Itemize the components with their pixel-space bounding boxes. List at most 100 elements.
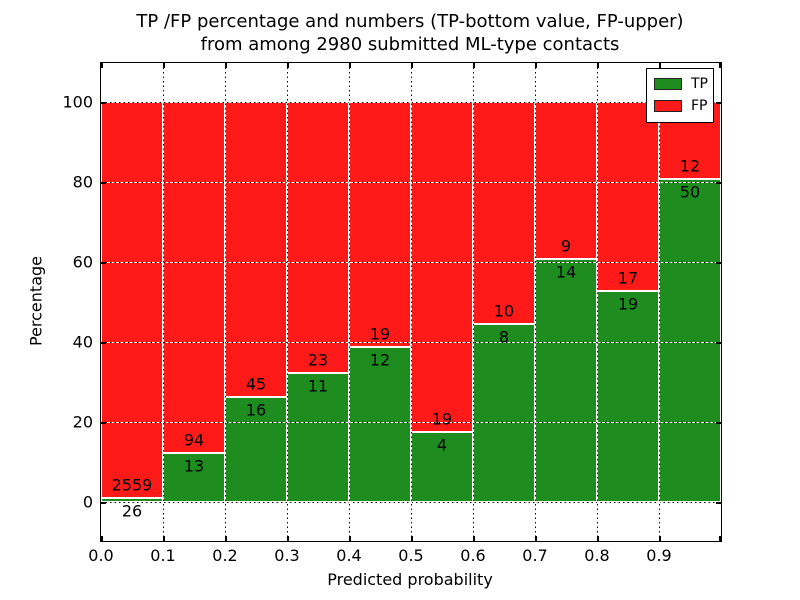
x-tick-top	[473, 63, 475, 68]
bar-segment-fp	[473, 102, 535, 325]
x-tick-label: 0.5	[398, 546, 424, 565]
legend-label-tp: TP	[691, 76, 708, 92]
gridline-vertical	[225, 63, 226, 541]
x-tick-top	[349, 63, 351, 68]
tp-count-label: 11	[307, 376, 329, 396]
x-tick-bottom	[287, 536, 289, 541]
fp-count-label: 19	[431, 409, 453, 429]
bar-segment-fp	[101, 102, 163, 498]
fp-count-label: 45	[245, 374, 267, 394]
tp-color-swatch	[654, 78, 682, 90]
x-tick-label: 0.8	[584, 546, 610, 565]
bar-segment-fp	[411, 102, 473, 433]
x-tick-top	[225, 63, 227, 68]
bar-segment-tp	[597, 290, 659, 502]
y-tick-right	[716, 342, 721, 344]
bar-segment-tp	[473, 324, 535, 502]
fp-count-label: 23	[307, 350, 329, 370]
tp-count-label: 50	[679, 182, 701, 202]
y-tick-right	[716, 102, 721, 104]
chart-title: TP /FP percentage and numbers (TP-bottom…	[100, 10, 720, 56]
tp-count-label: 16	[245, 400, 267, 420]
legend-label-fp: FP	[691, 98, 708, 114]
y-tick-right	[716, 422, 721, 424]
gridline-vertical	[349, 63, 350, 541]
x-tick-top	[287, 63, 289, 68]
gridline-vertical	[535, 63, 536, 541]
y-tick-label: 100	[62, 92, 93, 112]
bar-segment-tp	[163, 453, 225, 502]
y-tick-label: 80	[72, 172, 93, 192]
bar-segment-fp	[597, 102, 659, 291]
x-tick-label: 0.2	[212, 546, 238, 565]
tp-count-label: 4	[436, 435, 448, 455]
y-tick-left	[101, 342, 106, 344]
x-tick-bottom	[473, 536, 475, 541]
y-axis-label: Percentage	[26, 255, 46, 347]
x-tick-bottom	[411, 536, 413, 541]
bar-segment-tp	[287, 372, 349, 502]
fp-count-label: 19	[369, 324, 391, 344]
gridline-vertical	[287, 63, 288, 541]
x-tick-label: 0.4	[336, 546, 362, 565]
tp-count-label: 8	[498, 327, 510, 347]
bar-segment-tp	[535, 258, 597, 502]
x-tick-top	[719, 63, 721, 68]
tp-count-label: 14	[555, 262, 577, 282]
fp-count-label: 17	[617, 268, 639, 288]
fp-count-label: 2559	[111, 475, 153, 495]
x-tick-label: 0.6	[460, 546, 486, 565]
tp-count-label: 26	[121, 501, 143, 521]
x-axis-label: Predicted probability	[327, 570, 493, 589]
bar-segment-fp	[287, 102, 349, 373]
fp-count-label: 94	[183, 430, 205, 450]
x-tick-label: 0.1	[150, 546, 176, 565]
y-tick-right	[716, 182, 721, 184]
x-tick-bottom	[101, 536, 103, 541]
fp-color-swatch	[654, 100, 682, 112]
x-tick-bottom	[163, 536, 165, 541]
y-tick-label: 40	[72, 332, 93, 352]
bar-segment-fp	[163, 102, 225, 454]
x-tick-top	[101, 63, 103, 68]
bar-segment-tp	[349, 347, 411, 502]
chart-title-line1: TP /FP percentage and numbers (TP-bottom…	[136, 11, 684, 32]
tp-count-label: 13	[183, 456, 205, 476]
x-tick-top	[163, 63, 165, 68]
bar-segment-tp	[411, 432, 473, 502]
fp-count-label: 12	[679, 156, 701, 176]
y-tick-left	[101, 502, 106, 504]
y-tick-label: 60	[72, 252, 93, 272]
y-tick-label: 0	[82, 492, 93, 512]
y-tick-left	[101, 182, 106, 184]
x-tick-bottom	[535, 536, 537, 541]
gridline-vertical	[597, 63, 598, 541]
x-tick-top	[411, 63, 413, 68]
y-tick-left	[101, 262, 106, 264]
x-tick-bottom	[597, 536, 599, 541]
legend-entry-tp: TP	[647, 73, 713, 95]
chart-title-line2: from among 2980 submitted ML-type contac…	[200, 34, 620, 55]
y-tick-left	[101, 422, 106, 424]
legend-entry-fp: FP	[647, 95, 713, 117]
x-tick-label: 0.9	[646, 546, 672, 565]
fp-count-label: 9	[560, 236, 572, 256]
gridline-vertical	[411, 63, 412, 541]
bar-segment-tp	[101, 497, 163, 502]
tp-count-label: 12	[369, 350, 391, 370]
x-tick-label: 0.0	[88, 546, 114, 565]
x-tick-bottom	[659, 536, 661, 541]
x-tick-top	[659, 63, 661, 68]
y-tick-right	[716, 262, 721, 264]
gridline-vertical	[659, 63, 660, 541]
y-tick-right	[716, 502, 721, 504]
bar-segment-fp	[225, 102, 287, 398]
tp-count-label: 19	[617, 294, 639, 314]
x-tick-label: 0.3	[274, 546, 300, 565]
y-tick-left	[101, 102, 106, 104]
bar-segment-fp	[349, 102, 411, 348]
x-tick-label: 0.7	[522, 546, 548, 565]
x-tick-top	[535, 63, 537, 68]
gridline-vertical	[163, 63, 164, 541]
